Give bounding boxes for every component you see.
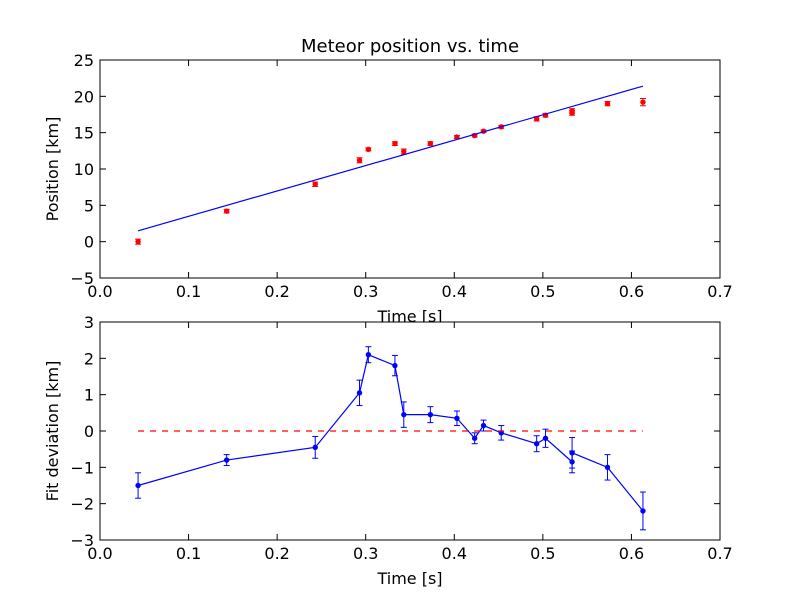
data-point <box>135 472 142 499</box>
x-tick-label: 0.5 <box>530 544 555 563</box>
axes-frame <box>99 59 721 279</box>
point-marker <box>604 464 611 471</box>
point-marker <box>312 181 318 187</box>
data-point <box>400 401 407 428</box>
point-marker <box>542 435 549 441</box>
axes-frame <box>99 321 721 541</box>
point-marker <box>135 482 141 489</box>
data-point <box>135 238 142 245</box>
data-point <box>365 346 372 364</box>
data-point <box>569 110 576 116</box>
data-point <box>427 140 434 147</box>
data-point <box>471 432 478 445</box>
point-marker <box>480 422 487 429</box>
fit-line <box>137 85 644 232</box>
y-tick-label: −1 <box>70 458 94 477</box>
x-tick-label: 0.5 <box>530 282 555 301</box>
data-point <box>569 437 576 469</box>
point-marker <box>223 457 230 463</box>
x-tick-label: 0.6 <box>619 544 644 563</box>
point-marker <box>365 352 372 358</box>
x-tick-label: 0.4 <box>442 282 467 301</box>
data-point <box>542 428 549 448</box>
y-tick-label: 5 <box>84 196 94 215</box>
y-tick-label: 15 <box>74 124 94 143</box>
x-tick-label: 0.3 <box>353 544 378 563</box>
data-point <box>604 454 611 481</box>
x-tick-label: 0.3 <box>353 282 378 301</box>
x-axis-label: Time [s] <box>376 569 442 588</box>
y-tick-label: 10 <box>74 160 94 179</box>
y-tick-label: 3 <box>84 313 94 332</box>
point-marker <box>392 362 398 369</box>
x-axis-label: Time [s] <box>376 307 442 326</box>
point-marker <box>401 411 407 418</box>
data-point <box>533 435 540 453</box>
x-tick-label: 0.7 <box>707 282 732 301</box>
data-point <box>223 454 230 467</box>
point-marker <box>533 441 540 447</box>
data-point <box>356 157 363 164</box>
point-marker <box>392 140 398 147</box>
data-point <box>356 379 363 407</box>
x-tick-label: 0.2 <box>264 544 289 563</box>
point-marker <box>640 99 646 105</box>
point-marker <box>471 435 478 441</box>
point-marker <box>569 450 575 456</box>
point-marker <box>356 157 363 163</box>
chart-title: Meteor position vs. time <box>301 36 519 57</box>
data-point <box>223 208 230 214</box>
plot-area <box>100 322 720 540</box>
point-marker <box>569 110 575 116</box>
data-point <box>365 146 372 153</box>
data-point <box>639 98 646 107</box>
x-tick-label: 0.7 <box>707 544 732 563</box>
y-tick-label: −3 <box>70 531 94 550</box>
data-point <box>312 181 319 187</box>
y-tick-label: 1 <box>84 386 94 405</box>
y-axis-label: Position [km] <box>43 117 62 222</box>
point-marker <box>365 146 372 153</box>
x-tick-label: 0.1 <box>176 282 201 301</box>
position-panel: 0.0 0.1 0.2 0.3 0.4 0.5 0.6 0.7 −5 0 5 10 15 20 25 Mete… <box>43 36 733 326</box>
data-point <box>498 425 505 441</box>
data-point <box>391 354 398 377</box>
y-tick-label: 20 <box>74 87 94 106</box>
point-marker <box>401 148 407 155</box>
point-marker <box>427 140 434 147</box>
point-marker <box>223 208 230 214</box>
point-marker <box>135 238 141 245</box>
y-tick-label: 2 <box>84 349 94 368</box>
point-marker <box>312 444 318 451</box>
x-tick-label: 0.4 <box>442 544 467 563</box>
data-point <box>604 100 611 107</box>
x-tick-label: 0.0 <box>87 544 112 563</box>
point-marker <box>427 411 434 418</box>
x-tick-label: 0.1 <box>176 544 201 563</box>
y-tick-label: 0 <box>84 422 94 441</box>
data-point <box>391 140 398 147</box>
x-tick-label: 0.2 <box>264 282 289 301</box>
point-marker <box>454 415 460 421</box>
data-point <box>427 406 434 424</box>
data-point <box>639 491 646 531</box>
y-tick-label: 25 <box>74 51 94 70</box>
data-point <box>312 435 319 459</box>
deviation-panel: 0.0 0.1 0.2 0.3 0.4 0.5 0.6 0.7 −3 −2 −1 0 1 2 3 Time [… <box>43 313 733 588</box>
point-marker <box>356 390 363 396</box>
data-point <box>453 410 460 427</box>
y-tick-label: −2 <box>70 495 94 514</box>
y-axis-label: Fit deviation [km] <box>43 361 62 502</box>
plot-area <box>100 60 720 278</box>
y-tick-label: −5 <box>70 269 94 288</box>
x-tick-label: 0.6 <box>619 282 644 301</box>
x-tick-label: 0.0 <box>87 282 112 301</box>
point-marker <box>604 100 611 107</box>
point-marker <box>640 508 646 514</box>
data-point <box>480 419 487 432</box>
y-tick-label: 0 <box>84 233 94 252</box>
